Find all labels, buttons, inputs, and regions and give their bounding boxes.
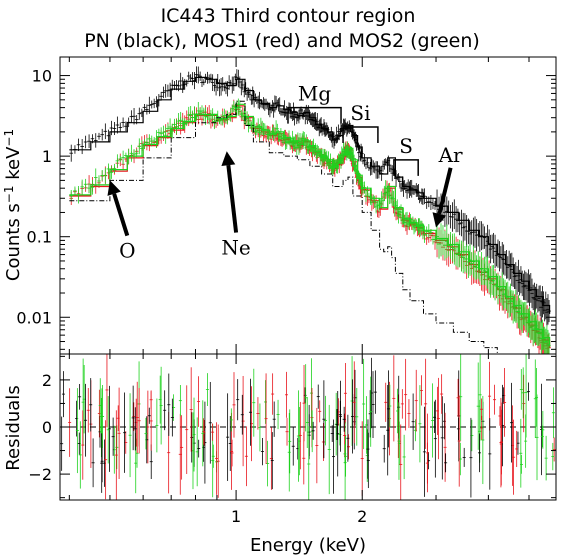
bracket-s [393, 159, 419, 176]
arrow-head-o [107, 180, 121, 196]
model-line [69, 103, 551, 346]
residuals-panel [60, 354, 556, 500]
label-si: Si [350, 101, 370, 125]
y-axis-title-lower: Residuals [3, 385, 24, 470]
label-ar: Ar [438, 143, 463, 167]
y-tick-label: 0.1 [27, 228, 52, 247]
y-tick-label: 10 [32, 67, 52, 86]
x-tick-label: 1 [231, 507, 241, 526]
model-line [69, 100, 498, 353]
label-ne: Ne [221, 236, 250, 260]
bracket-mg [287, 106, 342, 124]
upper-data-layer [69, 66, 551, 354]
y-tick-label: 1 [42, 147, 52, 166]
x-tick-label: 2 [357, 507, 367, 526]
arrow-shaft-ne [226, 164, 239, 233]
y-tick-label: 0.01 [16, 308, 52, 327]
y-axis-title-upper: Counts s−1 keV−1 [2, 129, 24, 281]
line-annotations: Mg Si S O Ne Ar [107, 82, 463, 263]
upper-panel [69, 66, 551, 354]
chart-subtitle: PN (black), MOS1 (red) and MOS2 (green) [84, 30, 480, 52]
bracket-si [342, 126, 379, 143]
series-mos2 [69, 98, 551, 354]
res-tick-label: 0 [42, 418, 52, 437]
arrow-shaft-ar [437, 167, 453, 215]
tick-labels: 1 2 10 1 0.1 0.01 2 0 −2 [16, 67, 367, 526]
axis-ticks [60, 57, 556, 500]
label-s: S [399, 134, 413, 158]
series-pn [69, 66, 551, 327]
y-axis-title-exp1: −1 [2, 185, 16, 203]
x-axis-title: Energy (keV) [250, 535, 366, 556]
series-model [69, 100, 498, 353]
label-mg: Mg [298, 82, 331, 106]
y-axis-title-main: Counts s [3, 203, 24, 281]
arrow-shaft-o [112, 193, 130, 237]
model-line [69, 105, 551, 348]
arrow-head-ne [221, 151, 236, 166]
chart-title: IC443 Third contour region [161, 5, 416, 27]
label-o: O [119, 239, 135, 263]
y-axis-title-mid: keV [3, 146, 24, 186]
res-tick-label: −2 [28, 465, 52, 484]
arrow-head-ar [432, 212, 447, 228]
y-axis-title-exp2: −1 [2, 129, 16, 147]
res-tick-label: 2 [42, 371, 52, 390]
